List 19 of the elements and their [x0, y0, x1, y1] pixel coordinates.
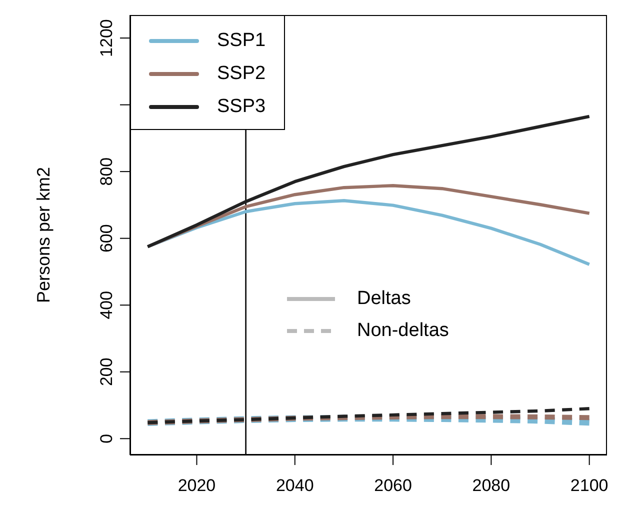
y-tick-label: 600 [97, 224, 116, 253]
legend-label: SSP2 [217, 62, 266, 84]
line-series [146, 406, 591, 424]
line-series [146, 114, 591, 248]
y-axis-title: Persons per km2 [33, 166, 54, 304]
legend-label: SSP3 [217, 96, 266, 118]
x-tick-label: 2040 [276, 476, 314, 496]
y-tick-label: 0 [97, 434, 116, 444]
y-tick-label: 200 [97, 358, 116, 386]
y-tick-label: 1200 [97, 19, 116, 57]
y-tick-label: 400 [97, 290, 116, 320]
x-tick-label: 2080 [472, 476, 510, 496]
x-tick-label: 2060 [374, 476, 412, 496]
legend-label: SSP1 [217, 30, 266, 52]
annotation: Non-deltas [357, 320, 449, 342]
x-tick-label: 2020 [178, 476, 216, 496]
y-tick-label: 800 [97, 157, 116, 186]
x-tick-label: 2100 [570, 476, 608, 496]
annotation: Deltas [357, 288, 411, 310]
